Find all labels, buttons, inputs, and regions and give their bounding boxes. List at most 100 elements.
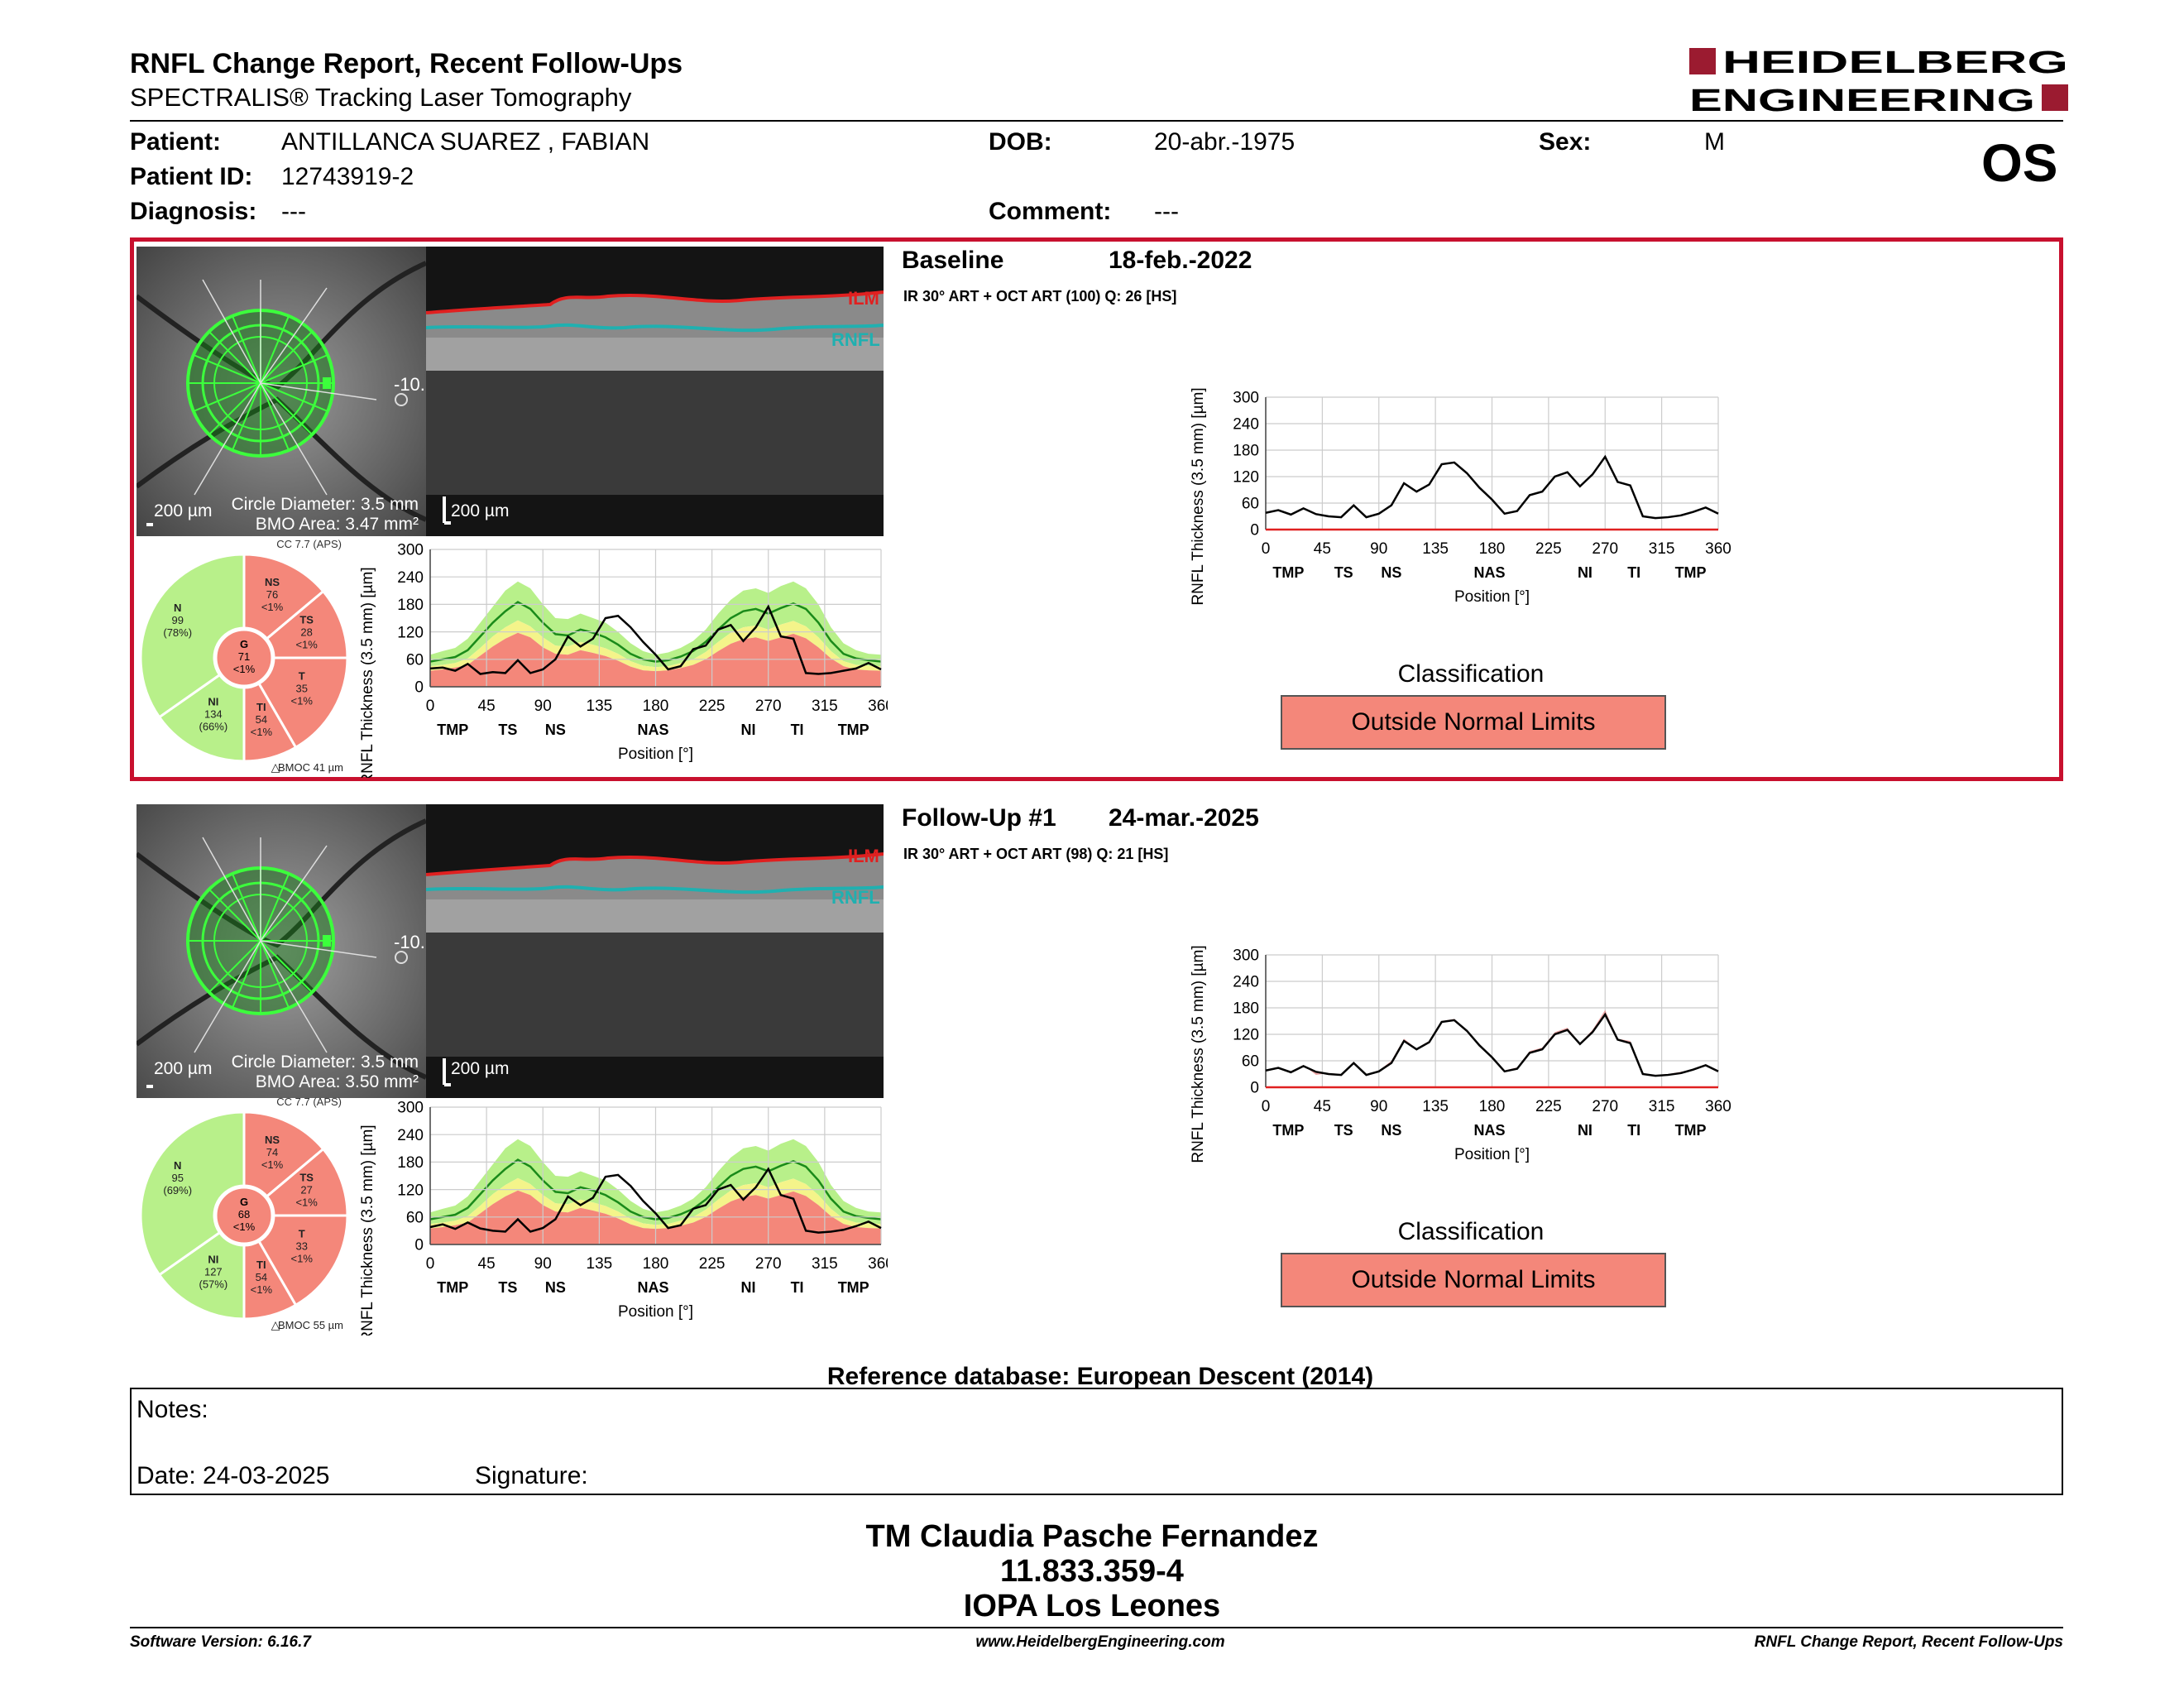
baseline-circle-diameter: Circle Diameter: 3.5 mm — [231, 495, 419, 514]
baseline-classification-label: Classification — [1397, 660, 1545, 688]
y-tick-label: 60 — [1242, 496, 1259, 513]
website-link[interactable]: www.HeidelbergEngineering.com — [975, 1633, 1225, 1651]
bmoc-label: BMOC 41 µm — [278, 761, 343, 774]
sector-name-n: N — [174, 602, 181, 614]
sector-name-ni: NI — [208, 695, 218, 707]
sector-tick-label: NI — [741, 1279, 756, 1296]
sector-pct-ni: (66%) — [199, 720, 228, 732]
y-tick-label: 180 — [397, 597, 424, 614]
sector-value-t: 33 — [295, 1240, 307, 1252]
sector-name-n: N — [174, 1159, 181, 1172]
x-tick-label: 90 — [1370, 540, 1387, 558]
sector-tick-label: TS — [1334, 564, 1353, 581]
y-tick-label: 60 — [406, 651, 424, 669]
dob-label: DOB: — [989, 128, 1052, 156]
baseline-fundus-marker: -10. — [394, 374, 425, 395]
rnfl-thickness-line — [429, 604, 882, 675]
bmoc-triangle-icon: △ — [271, 760, 280, 774]
x-tick-label: 45 — [1314, 540, 1331, 558]
sector-tick-label: NS — [1381, 1122, 1401, 1139]
sector-tick-label: TMP — [1675, 1122, 1707, 1139]
sex-value: M — [1704, 128, 1725, 156]
x-tick-label: 360 — [868, 1255, 888, 1273]
sector-value-ni: 127 — [204, 1265, 223, 1278]
x-tick-label: 180 — [1479, 540, 1506, 558]
sector-ns — [242, 553, 325, 640]
y-tick-label: 180 — [1233, 1000, 1259, 1018]
y-tick-label: 240 — [1233, 974, 1259, 991]
rnfl-thickness-line — [1265, 1012, 1719, 1077]
baseline-fundus-scale: 200 µm — [154, 501, 213, 520]
heidelberg-logo: HEIDELBERG ENGINEERING — [1689, 45, 2071, 116]
sector-pct-ns: <1% — [261, 1158, 284, 1171]
cc-label: CC 7.7 (APS) — [276, 1096, 342, 1108]
x-tick-label: 135 — [587, 1255, 613, 1273]
baseline-ilm-label: ILM — [848, 288, 879, 309]
sector-tick-label: NAS — [637, 722, 668, 738]
x-tick-label: 360 — [1705, 540, 1731, 558]
sector-name-g: G — [240, 1196, 248, 1208]
patient-id-value: 12743919-2 — [281, 163, 414, 190]
header-divider — [130, 120, 2063, 122]
sector-tick-label: NI — [741, 722, 756, 738]
brand-line-2: ENGINEERING — [1689, 84, 2035, 116]
sector-tick-label: TS — [498, 1279, 517, 1296]
sector-name-t: T — [299, 669, 305, 682]
sector-pct-ni: (57%) — [199, 1278, 228, 1290]
baseline-rnfl-label: RNFL — [831, 329, 880, 350]
date-label: Date: 24-03-2025 — [136, 1462, 330, 1489]
x-tick-label: 360 — [1705, 1098, 1731, 1115]
sector-name-ts: TS — [299, 1171, 314, 1183]
baseline-profile-chart: 0 60 120 180 240 300 0 45 90 135 180 225 270 315 360 TM… — [1175, 381, 1737, 629]
y-tick-label: 60 — [1242, 1053, 1259, 1071]
comment-value: --- — [1154, 198, 1179, 225]
x-axis-label: Position [°] — [618, 1303, 693, 1321]
x-tick-label: 0 — [1262, 540, 1271, 558]
x-tick-label: 45 — [1314, 1098, 1331, 1115]
sector-tick-label: TMP — [437, 1279, 468, 1296]
sector-pct-ts: <1% — [295, 1196, 318, 1208]
sector-n — [139, 553, 246, 719]
notes-label: Notes: — [136, 1396, 208, 1423]
footer-divider — [130, 1627, 2063, 1628]
sector-pct-t: <1% — [291, 1252, 314, 1264]
sector-name-ns: NS — [265, 1134, 280, 1146]
followup-scan-info: IR 30° ART + OCT ART (98) Q: 21 [HS] — [903, 846, 1169, 862]
sector-tick-label: TMP — [437, 722, 468, 738]
sector-tick-label: TI — [791, 1279, 804, 1296]
sector-tick-label: TMP — [838, 722, 869, 738]
followup-ilm-label: ILM — [848, 846, 879, 866]
sector-value-g: 68 — [238, 1208, 250, 1220]
x-tick-label: 45 — [478, 1255, 496, 1273]
y-tick-label: 0 — [414, 1237, 424, 1254]
eye-indicator: OS — [1981, 133, 2058, 193]
sector-name-ti: TI — [256, 701, 266, 713]
x-tick-label: 0 — [1262, 1098, 1271, 1115]
x-tick-label: 180 — [643, 1255, 669, 1273]
sector-name-ni: NI — [208, 1253, 218, 1265]
y-tick-label: 180 — [1233, 443, 1259, 460]
followup-bmo-area: BMO Area: 3.50 mm² — [255, 1072, 419, 1091]
y-axis-label: RNFL Thickness (3.5 mm) [µm] — [1190, 387, 1207, 605]
followup-profile-chart: 0 60 120 180 240 300 0 45 90 135 180 225 270 315 360 TM… — [1175, 938, 1737, 1187]
sector-pct-ts: <1% — [295, 638, 318, 650]
followup-profile-svg: 0 60 120 180 240 300 0 45 90 135 180 225 270 315 360 TM… — [1190, 945, 1731, 1163]
sector-name-t: T — [299, 1227, 305, 1240]
sector-value-ts: 28 — [300, 626, 312, 638]
sector-value-ti: 54 — [256, 1271, 267, 1283]
sector-ns — [242, 1110, 325, 1198]
sex-label: Sex: — [1539, 128, 1592, 156]
cc-label: CC 7.7 (APS) — [276, 538, 342, 550]
followup-classification-label: Classification — [1397, 1218, 1545, 1245]
sector-n — [139, 1110, 246, 1277]
y-tick-label: 180 — [397, 1154, 424, 1172]
brand-line-1: HEIDELBERG — [1722, 46, 2068, 80]
notes-box[interactable]: Notes: Date: 24-03-2025 Signature: — [130, 1388, 2063, 1495]
baseline-tsnit-chart: 0 60 120 180 240 300 0 45 90 135 180 225 270 315 360 TM… — [354, 536, 894, 785]
followup-oct-scale: 200 µm — [451, 1059, 510, 1078]
sector-tick-label: NS — [545, 722, 566, 738]
sector-tick-label: TMP — [1272, 564, 1304, 581]
signature-label: Signature: — [475, 1462, 588, 1489]
sector-tick-label: NS — [545, 1279, 566, 1296]
rnfl-thickness-line — [429, 1167, 882, 1234]
